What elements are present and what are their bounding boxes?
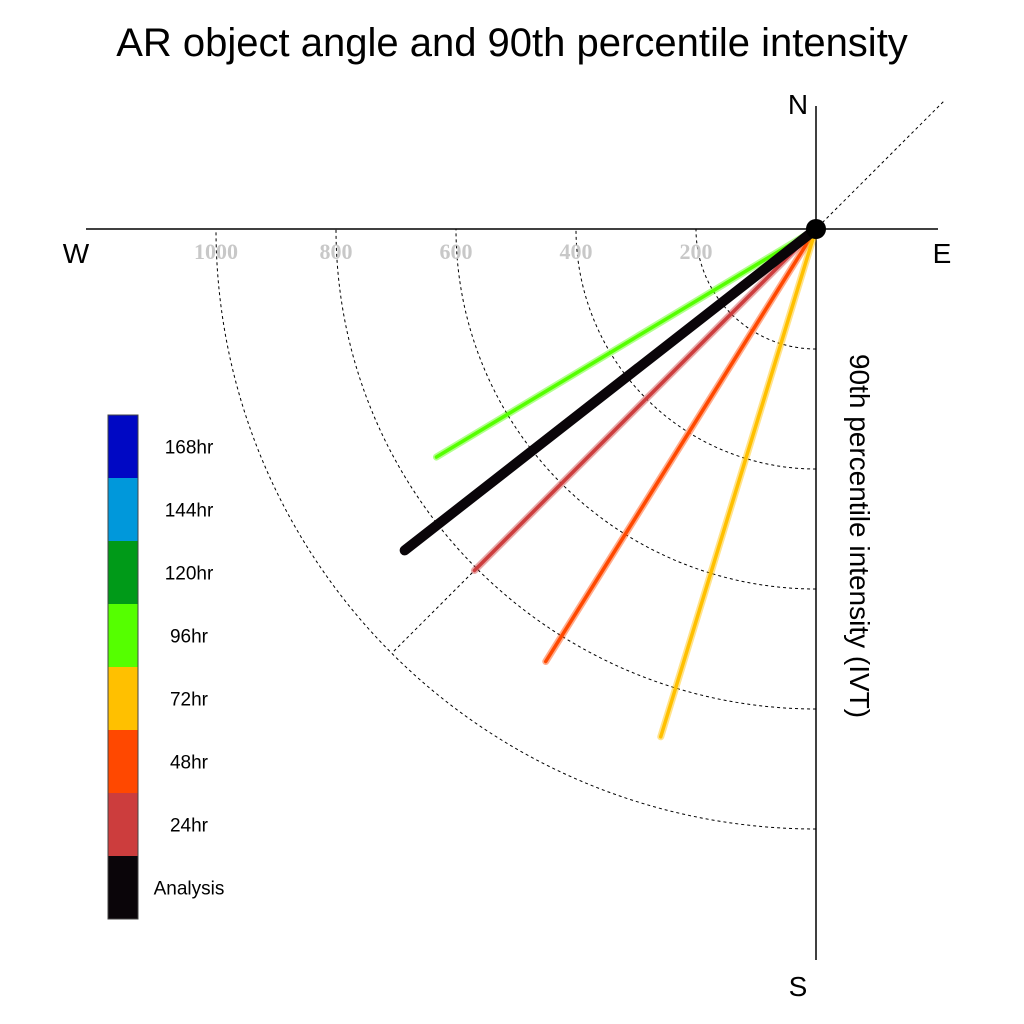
ring-label-800: 800 — [320, 239, 353, 264]
origin-marker — [806, 219, 826, 239]
ring-200 — [695, 228, 817, 350]
legend-label-144hr: 144hr — [165, 501, 214, 522]
legend-label-96hr: 96hr — [170, 627, 209, 648]
vector-72hr — [659, 227, 818, 739]
south-label: S — [789, 971, 808, 1002]
legend-swatch-analysis — [108, 856, 138, 919]
legend-swatch-24hr — [108, 793, 138, 856]
ring-1000 — [215, 228, 817, 830]
ring-label-1000: 1000 — [194, 239, 238, 264]
legend-label-24hr: 24hr — [170, 816, 209, 837]
legend-label-48hr: 48hr — [170, 753, 209, 774]
north-label: N — [788, 89, 808, 120]
legend-border — [107, 414, 139, 920]
ring-label-400: 400 — [560, 239, 593, 264]
legend-swatch-48hr — [108, 730, 138, 793]
vector-24hr — [472, 227, 818, 573]
ring-label-600: 600 — [440, 239, 473, 264]
east-label: E — [933, 238, 952, 269]
vector-96hr — [434, 227, 818, 459]
legend-swatch-72hr — [108, 667, 138, 730]
legend-label-analysis: Analysis — [154, 879, 225, 900]
ring-label-200: 200 — [680, 239, 713, 264]
legend-label-168hr: 168hr — [165, 438, 214, 459]
legend-swatch-168hr — [108, 415, 138, 478]
legend-label-120hr: 120hr — [165, 564, 214, 585]
legend-swatch-96hr — [108, 604, 138, 667]
ring-labels: 200 400 600 800 1000 — [194, 239, 713, 264]
legend-swatch-120hr — [108, 541, 138, 604]
radial-axis-title: 90th percentile intensity (IVT) — [844, 354, 875, 718]
vector-48hr — [543, 227, 818, 664]
legend-swatch-144hr — [108, 478, 138, 541]
west-label: W — [63, 238, 90, 269]
legend-label-72hr: 72hr — [170, 690, 209, 711]
chart-title: AR object angle and 90th percentile inte… — [116, 21, 908, 65]
vector-series — [399, 224, 821, 741]
vector-analysis — [399, 224, 821, 556]
legend: 168hr 144hr 120hr 96hr 72hr 48hr 24hr Analysis — [107, 414, 225, 920]
